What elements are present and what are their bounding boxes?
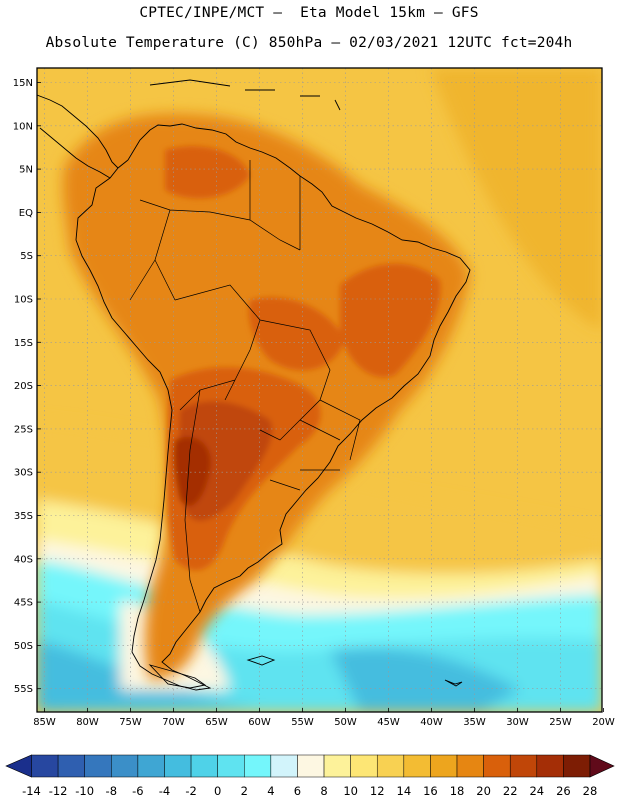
- colorbar-swatch: [509, 754, 538, 778]
- graticule: [37, 68, 602, 712]
- lon-tick-label: 80W: [76, 717, 99, 728]
- lon-tick-label: 35W: [463, 717, 486, 728]
- colorbar-tick-label: 22: [503, 784, 518, 798]
- hot-region-5: [165, 146, 250, 199]
- lat-tick-label: 20S: [14, 381, 33, 392]
- colorbar-tick-label: -8: [106, 784, 117, 798]
- lon-tick-label: 45W: [377, 717, 400, 728]
- colorbar-tick-label: 12: [370, 784, 385, 798]
- colorbar-tick-label: 28: [583, 784, 598, 798]
- lon-tick-label: 60W: [248, 717, 271, 728]
- south-america-coast: [75, 123, 471, 691]
- lat-tick-label: 35S: [14, 511, 33, 522]
- latitude-labels: 15N 10N 5N EQ 5S 10S 15S 20S 25S 30S 35S 40S 45S 50S 5…: [13, 78, 41, 695]
- lat-tick-label: EQ: [19, 208, 33, 219]
- colorbar-tick-label: 2: [241, 784, 248, 798]
- colorbar-tick-label: -2: [185, 784, 196, 798]
- lat-tick-label: 10S: [14, 295, 33, 306]
- colorbar-tick-label: 24: [529, 784, 544, 798]
- falklands: [246, 655, 276, 666]
- outlier-island: [444, 679, 463, 687]
- colorbar-tick-label: 10: [343, 784, 358, 798]
- lat-tick-label: 10N: [13, 121, 33, 132]
- colorbar-swatch: [376, 754, 405, 778]
- map-frame: [36, 67, 603, 713]
- colorbar-swatch: [350, 754, 378, 778]
- map-field: [37, 68, 602, 712]
- colorbar-tick-label: -12: [49, 784, 68, 798]
- colorbar-tick-label: 16: [423, 784, 438, 798]
- boundary-lines: [129, 160, 361, 613]
- caribbean-islands: [149, 79, 341, 111]
- colorbar-swatch: [456, 754, 484, 778]
- lon-tick-label: 75W: [119, 717, 142, 728]
- colorbar-tick-label: -10: [75, 784, 94, 798]
- colorbar-arrow-right: [589, 754, 615, 778]
- colorbar-swatch: [84, 754, 112, 778]
- colorbar-swatch: [190, 754, 218, 778]
- colorbar-swatch: [270, 754, 298, 778]
- lon-tick-label: 65W: [205, 717, 228, 728]
- longitude-labels: 85W 80W 75W 70W 65W 60W 55W 50W 45W 40W 35W 30W 25W 2…: [33, 708, 615, 728]
- colorbar-tick-label: -4: [159, 784, 170, 798]
- lat-tick-label: 15N: [13, 78, 33, 89]
- coastline: [37, 79, 471, 691]
- colorbar-tick-label: 26: [556, 784, 571, 798]
- colorbar-arrow-left: [5, 754, 32, 778]
- warm-ocean: [430, 68, 602, 330]
- hot-region-4: [340, 263, 441, 378]
- colorbar-tick-label: 14: [397, 784, 412, 798]
- colorbar-swatch: [217, 754, 245, 778]
- chart-title-line2: Absolute Temperature (C) 850hPa – 02/03/…: [45, 35, 573, 51]
- colorbar-tick-label: 6: [294, 784, 301, 798]
- colorbar: [5, 754, 615, 778]
- lat-tick-label: 45S: [14, 598, 33, 609]
- colorbar-swatch: [137, 754, 165, 778]
- lat-tick-label: 15S: [14, 338, 33, 349]
- colorbar-tick-label: 18: [450, 784, 465, 798]
- colorbar-swatch: [430, 754, 458, 778]
- colorbar-swatch: [297, 754, 325, 778]
- colorbar-swatch: [244, 754, 272, 778]
- colorbar-swatch: [403, 754, 431, 778]
- lat-tick-label: 25S: [14, 424, 33, 435]
- colorbar-swatch: [111, 754, 139, 778]
- colorbar-labels: -14 -12 -10 -8 -6 -4 -2 0 2 4 6 8 10 12 14 16 18 20 22 24 26…: [22, 784, 597, 798]
- colorbar-swatch: [536, 754, 564, 778]
- lat-tick-label: 50S: [14, 641, 33, 652]
- colorbar-tick-label: 0: [214, 784, 221, 798]
- colorbar-swatch: [323, 754, 351, 778]
- colorbar-swatch: [57, 754, 85, 778]
- lon-tick-label: 20W: [592, 717, 615, 728]
- lon-tick-label: 85W: [33, 717, 56, 728]
- colorbar-tick-label: -6: [132, 784, 143, 798]
- colorbar-swatch: [483, 754, 511, 778]
- lat-tick-label: 30S: [14, 468, 33, 479]
- lat-tick-label: 40S: [14, 554, 33, 565]
- hot-region-3: [173, 436, 211, 506]
- lat-tick-label: 5N: [19, 165, 33, 176]
- colorbar-tick-label: 4: [267, 784, 274, 798]
- lon-tick-label: 50W: [334, 717, 357, 728]
- lon-tick-label: 70W: [162, 717, 185, 728]
- colorbar-swatch: [31, 754, 59, 778]
- central-america-coast: [37, 94, 119, 179]
- lon-tick-label: 25W: [549, 717, 572, 728]
- colorbar-tick-label: 8: [320, 784, 327, 798]
- tierra-del-fuego: [148, 664, 207, 689]
- lat-tick-label: 55S: [14, 684, 33, 695]
- chart-title-line1: CPTEC/INPE/MCT – Eta Model 15km – GFS: [139, 5, 479, 21]
- colorbar-swatch: [563, 754, 591, 778]
- lat-tick-label: 5S: [20, 251, 33, 262]
- colorbar-tick-label: -14: [22, 784, 41, 798]
- blue-band: [37, 640, 520, 712]
- colorbar-swatch: [164, 754, 192, 778]
- colorbar-tick-label: 20: [476, 784, 491, 798]
- lon-tick-label: 55W: [291, 717, 314, 728]
- lon-tick-label: 40W: [420, 717, 443, 728]
- lon-tick-label: 30W: [506, 717, 529, 728]
